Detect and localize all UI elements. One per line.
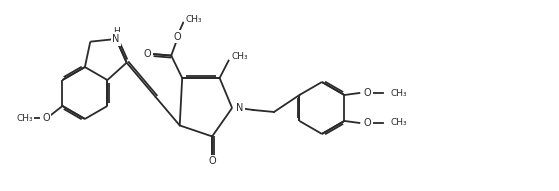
Text: O: O (364, 88, 372, 98)
Text: O: O (144, 49, 151, 59)
Text: N: N (236, 103, 244, 113)
Text: CH₃: CH₃ (16, 114, 33, 123)
Text: N: N (112, 34, 120, 44)
Text: CH₃: CH₃ (231, 52, 248, 61)
Text: CH₃: CH₃ (186, 15, 202, 24)
Text: CH₃: CH₃ (390, 118, 407, 127)
Text: O: O (42, 113, 50, 123)
Text: H: H (113, 28, 120, 36)
Text: O: O (174, 32, 182, 42)
Text: O: O (209, 156, 216, 166)
Text: CH₃: CH₃ (390, 88, 407, 97)
Text: O: O (364, 118, 372, 128)
